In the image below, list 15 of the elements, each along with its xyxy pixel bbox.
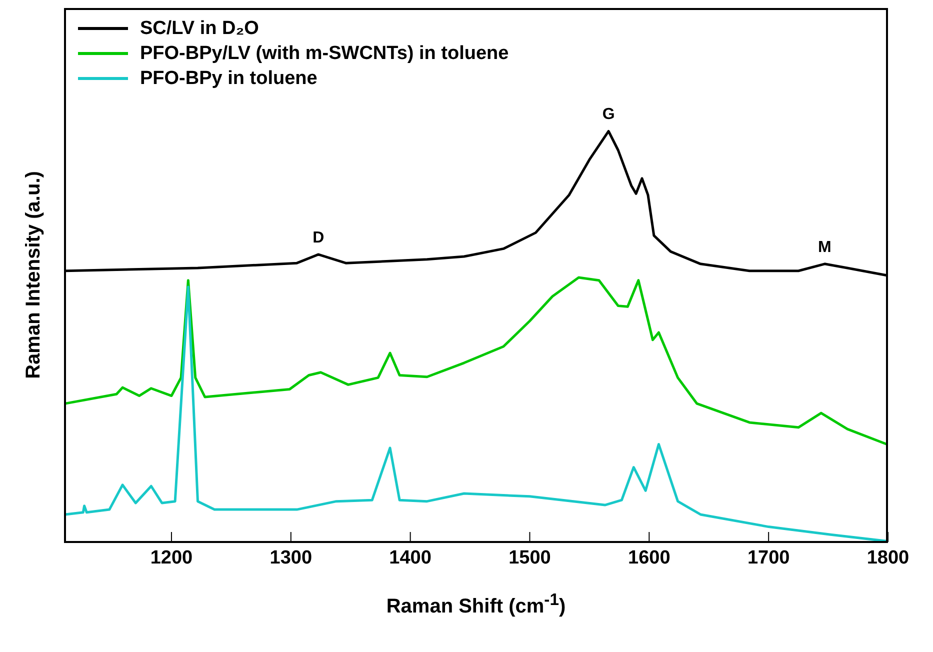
- x-tick-label: 1400: [389, 547, 432, 568]
- x-tick-label: 1300: [270, 547, 312, 568]
- x-tick-label: 1200: [150, 547, 193, 568]
- annotation: M: [818, 238, 832, 256]
- legend-label: PFO-BPy/LV (with m-SWCNTs) in toluene: [140, 42, 509, 66]
- x-tick-label: 1700: [747, 547, 790, 568]
- annotation: G: [602, 106, 615, 124]
- y-axis-title: Raman Intensity (a.u.): [22, 171, 46, 379]
- x-tick-label: 1800: [866, 547, 910, 568]
- annotation: D: [312, 229, 324, 246]
- x-tick-label: 1500: [508, 547, 551, 568]
- x-tick-label: 1600: [628, 547, 670, 568]
- legend-label: PFO-BPy in toluene: [140, 67, 318, 91]
- legend-label: SC/LV in D₂O: [140, 17, 259, 41]
- x-axis-title: Raman Shift (cm$^{-1}$): [385, 590, 567, 619]
